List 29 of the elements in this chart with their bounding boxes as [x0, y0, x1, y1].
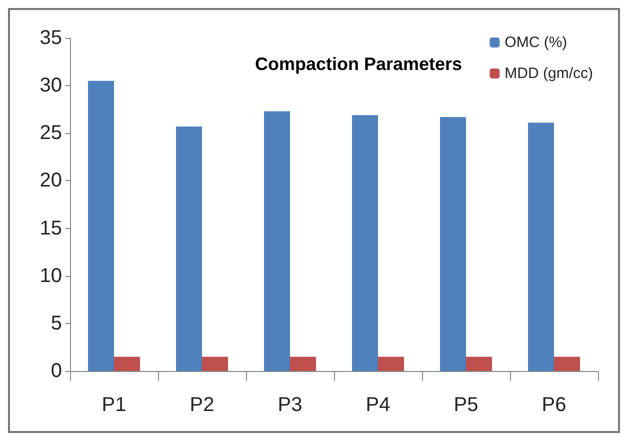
x-tick-label: P1: [102, 394, 126, 416]
bar: [528, 122, 554, 371]
bar: [264, 111, 290, 371]
y-tick-label: 35: [40, 27, 62, 49]
bar: [554, 356, 580, 371]
bar: [88, 80, 114, 371]
bar: [352, 115, 378, 371]
y-tick-label: 10: [40, 264, 62, 287]
bar: [114, 356, 140, 371]
x-tick-label: P3: [278, 394, 302, 416]
bar: [466, 356, 492, 371]
bar: [202, 356, 228, 371]
legend-label: OMC (%): [504, 34, 568, 51]
y-tick-label: 25: [40, 122, 62, 144]
x-tick-label: P6: [542, 394, 566, 416]
y-tick-label: 30: [40, 74, 62, 97]
bar: [290, 356, 316, 371]
bar: [176, 126, 202, 371]
y-tick-label: 0: [50, 360, 62, 382]
x-tick-label: P5: [454, 394, 478, 416]
y-tick-label: 20: [40, 170, 62, 192]
y-tick-label: 5: [50, 312, 62, 334]
legend-label: MDD (gm/cc): [504, 65, 594, 82]
bar: [440, 116, 466, 371]
bar: [378, 356, 404, 371]
y-tick-label: 15: [40, 217, 62, 240]
x-tick-label: P4: [366, 394, 390, 416]
x-tick-label: P2: [190, 394, 214, 416]
text: Compaction Parameters: [255, 54, 462, 74]
